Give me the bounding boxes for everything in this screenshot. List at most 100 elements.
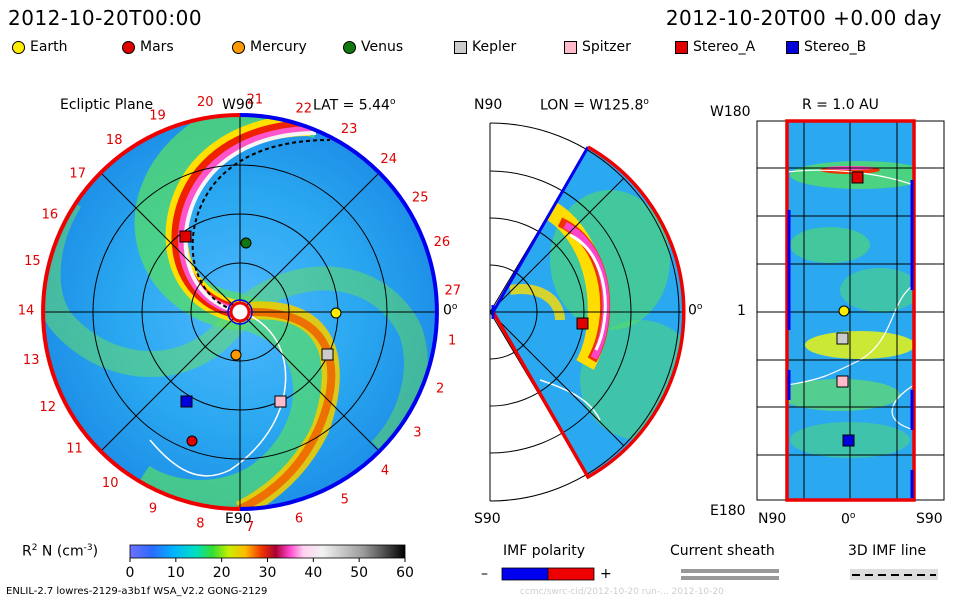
carrington-tick-5: 5: [341, 493, 349, 508]
legend-label: Mercury: [250, 39, 307, 55]
current-sheath-label: Current sheath: [670, 543, 775, 559]
meridional-rim: [491, 145, 686, 480]
zero-value: 0: [688, 302, 697, 319]
lat-value: LAT = 5.44: [313, 97, 390, 114]
colorbar-gradient: [129, 544, 406, 559]
run-id-footer: ccmc/swrc-cid/2012-10-20 run-... 2012-10…: [520, 587, 724, 597]
ecliptic-top-label: W90: [222, 97, 254, 113]
mercury-marker: [230, 349, 242, 361]
carrington-tick-23: 23: [341, 122, 358, 137]
lon-value: LON = W125.8: [540, 97, 644, 114]
spitzer-marker-icon: [564, 40, 577, 54]
legend-label: Spitzer: [582, 39, 631, 55]
meridional-bottom-label: S90: [474, 511, 501, 527]
earth-marker-icon: [12, 40, 25, 54]
zero-value: 0: [841, 511, 850, 528]
kepler-marker: [321, 348, 334, 361]
carrington-tick-10: 10: [102, 476, 119, 491]
stereo-a-marker: [179, 230, 192, 243]
imf-line-legend: [850, 569, 938, 580]
carrington-tick-11: 11: [66, 442, 83, 457]
meridional-density-field: [509, 190, 684, 440]
radial-bottom-n-label: N90: [758, 511, 787, 527]
deg-symbol: o: [849, 511, 856, 521]
earth-marker: [330, 307, 342, 319]
colorbar-tick-label: 10: [167, 565, 185, 581]
carrington-tick-18: 18: [106, 133, 123, 148]
stereo-b-marker: [180, 395, 193, 408]
legend-kepler: Kepler: [454, 39, 516, 55]
radial-mid-left-label: 1: [737, 303, 746, 319]
legend-stereo-b: Stereo_B: [786, 39, 866, 55]
colorbar-tick-label: 50: [350, 565, 368, 581]
colorbar-tick-label: 40: [304, 565, 322, 581]
colorbar-tick-label: 20: [213, 565, 231, 581]
colorbar-tick-label: 30: [259, 565, 277, 581]
deg-symbol: o: [389, 97, 396, 107]
ecliptic-right-label: 0o: [443, 302, 457, 319]
venus-marker-icon: [343, 40, 356, 54]
carrington-tick-3: 3: [413, 426, 421, 441]
legend-label: Kepler: [472, 39, 517, 55]
mars-marker: [186, 435, 198, 447]
carrington-tick-16: 16: [42, 208, 59, 223]
carrington-tick-26: 26: [434, 235, 451, 250]
carrington-tick-25: 25: [412, 191, 429, 206]
carrington-tick-1: 1: [448, 333, 456, 348]
legend-label: Stereo_B: [804, 39, 867, 55]
imf-polarity-legend: [501, 567, 595, 581]
meridional-stereo-a-marker: [576, 317, 589, 330]
meridional-right-label: 0o: [688, 302, 702, 319]
imf-plus-label: +: [600, 566, 612, 582]
zero-value: 0: [443, 302, 452, 319]
legend-label: Mars: [140, 39, 174, 55]
ecliptic-rim-negative: [239, 113, 439, 511]
colorbar-label: R2 N (cm-3): [22, 543, 98, 560]
carrington-tick-13: 13: [23, 353, 40, 368]
carrington-tick-17: 17: [69, 167, 86, 182]
radial-bottom-left-label: E180: [710, 503, 746, 519]
legend-earth: Earth: [12, 39, 68, 55]
carrington-tick-9: 9: [149, 502, 157, 517]
carrington-tick-27: 27: [445, 284, 462, 299]
sun-boundary: [227, 299, 253, 325]
carrington-tick-4: 4: [381, 463, 389, 478]
carrington-tick-22: 22: [296, 102, 313, 117]
legend-label: Earth: [30, 39, 68, 55]
legend-mercury: Mercury: [232, 39, 307, 55]
meridional-panel: [489, 122, 686, 502]
radial-stereo-b-marker: [842, 434, 855, 447]
carrington-tick-20: 20: [197, 95, 214, 110]
colorbar-label-close: ): [92, 543, 99, 560]
ecliptic-lat-label: LAT = 5.44o: [313, 97, 395, 114]
right-timestamp: 2012-10-20T00 +0.00 day: [665, 6, 942, 30]
current-sheath-legend: [681, 569, 779, 580]
meridional-lon-label: LON = W125.8o: [540, 97, 649, 114]
venus-marker: [240, 237, 252, 249]
deg-symbol: o: [696, 302, 703, 312]
imf-minus-label: –: [481, 566, 488, 582]
radial-earth-marker: [838, 305, 850, 317]
kepler-marker-icon: [454, 40, 467, 54]
colorbar-label-r: R: [22, 543, 32, 560]
model-footer: ENLIL-2.7 lowres-2129-a3b1f WSA_V2.2 GON…: [6, 586, 268, 597]
radial-bottom-0-label: 0o: [841, 511, 855, 528]
radial-r-label: R = 1.0 AU: [802, 97, 879, 113]
radial-kepler-marker: [836, 332, 849, 345]
ecliptic-rim-positive: [41, 113, 241, 511]
carrington-tick-6: 6: [295, 512, 303, 527]
legend-mars: Mars: [122, 39, 174, 55]
imf-line-label: 3D IMF line: [848, 543, 927, 559]
radial-rim: [785, 119, 916, 502]
ecliptic-title: Ecliptic Plane: [60, 97, 154, 113]
colorbar-label-sup: 2: [31, 543, 38, 553]
radial-stereo-a-marker: [851, 171, 864, 184]
stereo-b-marker-icon: [786, 40, 799, 54]
stereo-a-marker-icon: [675, 40, 688, 54]
spitzer-marker: [274, 395, 287, 408]
legend-venus: Venus: [343, 39, 403, 55]
carrington-tick-7: 7: [246, 520, 254, 535]
